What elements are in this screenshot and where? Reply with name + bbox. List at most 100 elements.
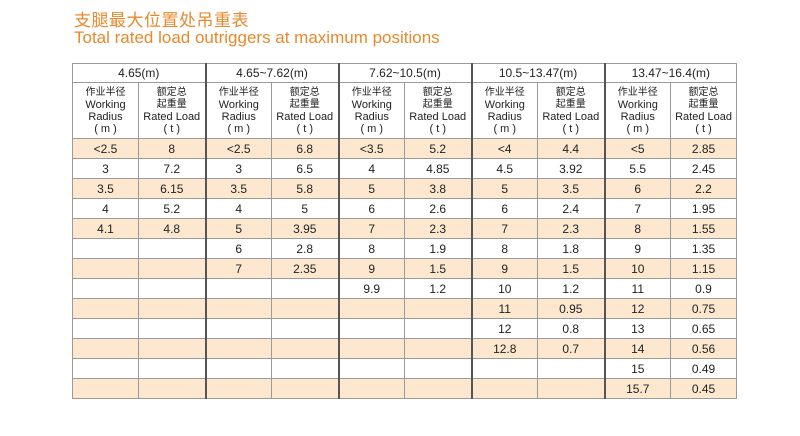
- radius-label-en2: Radius: [354, 110, 389, 123]
- load-cell: 4.8: [138, 218, 206, 239]
- radius-cell: [470, 378, 538, 399]
- load-unit: ( t ): [695, 122, 712, 135]
- title-chinese: 支腿最大位置处吊重表: [74, 11, 249, 31]
- radius-cell: 4.1: [72, 218, 139, 239]
- load-cell: 1.35: [670, 238, 738, 259]
- radius-label-en2: Radius: [620, 110, 655, 123]
- radius-unit: ( m ): [94, 122, 117, 135]
- radius-cell: [72, 378, 139, 399]
- load-label-en: Rated Load: [409, 110, 467, 123]
- load-unit: ( t ): [562, 122, 580, 135]
- load-label-cn2: 起重量: [289, 98, 320, 110]
- load-cell: 5.2: [404, 138, 472, 159]
- radius-cell: 7: [337, 218, 405, 239]
- load-cell: 1.9: [404, 238, 472, 259]
- load-cell: [271, 378, 339, 399]
- load-label-en: Rated Load: [542, 110, 600, 123]
- radius-label-cn: 作业半径: [351, 86, 392, 98]
- radius-cell: 6: [204, 238, 272, 259]
- radius-label-cn: 作业半径: [484, 86, 525, 98]
- radius-cell: [204, 358, 272, 379]
- radius-cell: 4: [204, 198, 272, 219]
- table-row: <2.5 8 <2.5 6.8 <3.5 5.2 <4 4.4 <5 2.85: [72, 138, 738, 159]
- table-row: 3 7.2 3 6.5 4 4.85 4.5 3.92 5.5 2.45: [72, 158, 738, 179]
- load-cell: [404, 318, 472, 339]
- load-cell: 2.2: [670, 178, 738, 199]
- load-cell: 1.8: [536, 238, 606, 259]
- radius-cell: 14: [603, 338, 672, 359]
- load-cell: 2.3: [536, 218, 606, 239]
- load-cell: 5.8: [271, 178, 339, 199]
- working-radius-header: 作业半径 Working Radius( m ): [603, 82, 672, 139]
- load-cell: [536, 378, 606, 399]
- radius-cell: 3.5: [72, 178, 139, 199]
- radius-cell: [72, 278, 139, 299]
- radius-cell: 8: [337, 238, 405, 259]
- radius-cell: [337, 298, 405, 319]
- load-cell: 1.2: [536, 278, 606, 299]
- radius-cell: <4: [470, 138, 538, 159]
- radius-cell: 11: [470, 298, 538, 319]
- radius-cell: 10: [470, 278, 538, 299]
- table-row: 7 2.35 9 1.5 9 1.5 10 1.15: [72, 258, 738, 279]
- radius-cell: 4: [337, 158, 405, 179]
- radius-cell: 8: [470, 238, 538, 259]
- radius-label-en1: Working: [617, 98, 658, 111]
- load-unit: ( t ): [429, 122, 447, 135]
- load-label-cn2: 起重量: [156, 98, 187, 110]
- radius-cell: [72, 298, 139, 319]
- load-unit: ( t ): [163, 122, 181, 135]
- range-header: 7.62~10.5(m): [337, 63, 472, 83]
- load-cell: [404, 378, 472, 399]
- radius-label-cn: 作业半径: [85, 86, 126, 98]
- load-cell: 1.5: [536, 258, 606, 279]
- load-cell: 0.56: [670, 338, 738, 359]
- radius-cell: 12: [470, 318, 538, 339]
- radius-cell: [470, 358, 538, 379]
- load-cell: 3.95: [271, 218, 339, 239]
- range-header: 4.65(m): [72, 63, 206, 83]
- table-row: 15.7 0.45: [72, 378, 738, 399]
- radius-cell: <5: [603, 138, 672, 159]
- radius-cell: 3.5: [204, 178, 272, 199]
- rated-load-header: 额定总 起重量 Rated Load( t ): [670, 82, 738, 139]
- working-radius-header: 作业半径 Working Radius( m ): [337, 82, 405, 139]
- load-label-cn2: 起重量: [555, 98, 586, 110]
- radius-cell: 9: [603, 238, 672, 259]
- table-row: 11 0.95 12 0.75: [72, 298, 738, 319]
- radius-cell: 12.8: [470, 338, 538, 359]
- radius-cell: 5: [204, 218, 272, 239]
- load-cell: 2.35: [271, 258, 339, 279]
- load-cell: [138, 378, 206, 399]
- rated-load-header: 额定总 起重量 Rated Load( t ): [404, 82, 472, 139]
- radius-cell: 4.5: [470, 158, 538, 179]
- load-cell: 3.5: [536, 178, 606, 199]
- radius-label-cn: 作业半径: [617, 86, 658, 98]
- load-cell: [138, 318, 206, 339]
- load-cell: 6.8: [271, 138, 339, 159]
- load-cell: 7.2: [138, 158, 206, 179]
- table-row: 15 0.49: [72, 358, 738, 379]
- load-cell: [271, 278, 339, 299]
- radius-cell: 6: [470, 198, 538, 219]
- radius-cell: 13: [603, 318, 672, 339]
- load-cell: 0.65: [670, 318, 738, 339]
- radius-cell: 6: [337, 198, 405, 219]
- rated-load-header: 额定总 起重量 Rated Load( t ): [138, 82, 206, 139]
- load-cell: [138, 298, 206, 319]
- radius-cell: [337, 338, 405, 359]
- radius-cell: 5: [337, 178, 405, 199]
- table-row: 9.9 1.2 10 1.2 11 0.9: [72, 278, 738, 299]
- radius-cell: [72, 338, 139, 359]
- radius-cell: [337, 318, 405, 339]
- radius-cell: 12: [603, 298, 672, 319]
- load-cell: 2.4: [536, 198, 606, 219]
- table-row: 6 2.8 8 1.9 8 1.8 9 1.35: [72, 238, 738, 259]
- radius-cell: [72, 258, 139, 279]
- load-cell: 0.8: [536, 318, 606, 339]
- load-cell: 2.45: [670, 158, 738, 179]
- load-cell: [404, 298, 472, 319]
- working-radius-header: 作业半径 Working Radius( m ): [72, 82, 139, 139]
- load-cell: 3.92: [536, 158, 606, 179]
- load-cell: [138, 278, 206, 299]
